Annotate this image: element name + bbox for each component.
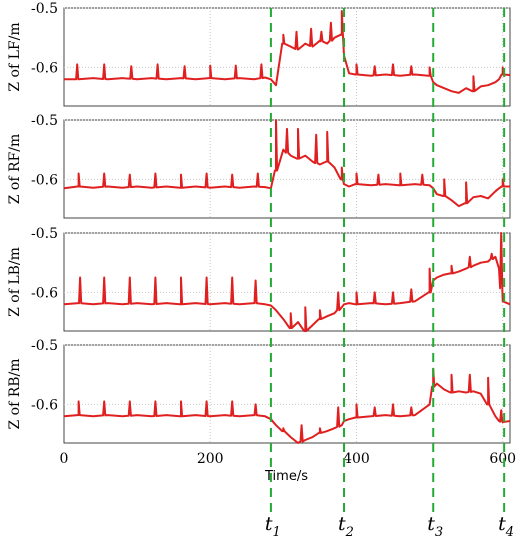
panels: -0.5-0.6Z of LF/m-0.5-0.6Z of RF/m-0.5-0… [7, 1, 511, 444]
panel-frame [63, 344, 511, 444]
time-marker-subscript: 4 [505, 525, 514, 540]
y-axis-label: Z of LB/m [7, 247, 23, 317]
panel-2: -0.5 -0.6 Z of RF/m [7, 113, 511, 219]
x-tick-label: 0 [60, 451, 69, 467]
y-tick-label: -0.5 [31, 1, 58, 17]
time-marker-label: t4 [498, 513, 514, 540]
y-axis-label: Z of LF/m [7, 22, 23, 91]
y-tick-label: -0.5 [31, 338, 58, 354]
y-tick-label: -0.6 [31, 60, 58, 76]
x-axis: Time/s 0 200 400 600 [60, 451, 517, 484]
time-marker-label: t3 [427, 513, 443, 540]
y-axis-label: Z of RB/m [7, 358, 23, 429]
panel-1: -0.5 -0.6 Z of LF/m [7, 1, 511, 107]
panel-3: -0.5 -0.6 Z of LB/m [7, 226, 511, 332]
time-marker-subscript: 3 [435, 525, 443, 540]
y-tick-label: -0.6 [31, 285, 58, 301]
series-line [63, 232, 511, 332]
y-tick-label: -0.5 [31, 113, 58, 129]
series-line [64, 10, 511, 94]
y-tick-label: -0.6 [31, 397, 58, 413]
time-marker-label: t2 [338, 513, 354, 540]
time-marker-subscript: 1 [273, 525, 281, 540]
series-line [63, 367, 511, 444]
panel-frame [63, 7, 511, 107]
time-marker-subscript: 2 [345, 525, 354, 540]
series-line [63, 119, 510, 208]
y-tick-label: -0.5 [31, 226, 58, 242]
y-axis-label: Z of RF/m [7, 134, 23, 205]
panel-frame [63, 232, 511, 332]
x-tick-label: 600 [489, 451, 516, 467]
y-tick-label: -0.6 [31, 172, 58, 188]
x-tick-label: 200 [197, 451, 224, 467]
panel-4: -0.5 -0.6 Z of RB/m [7, 338, 511, 444]
x-tick-label: 400 [343, 451, 370, 467]
time-markers: t1 t2 t3 t4 [265, 8, 514, 540]
x-axis-label: Time/s [264, 469, 308, 484]
time-marker-label: t1 [265, 513, 281, 540]
